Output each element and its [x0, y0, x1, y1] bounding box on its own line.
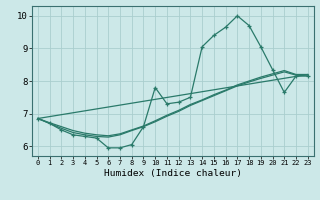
X-axis label: Humidex (Indice chaleur): Humidex (Indice chaleur): [104, 169, 242, 178]
